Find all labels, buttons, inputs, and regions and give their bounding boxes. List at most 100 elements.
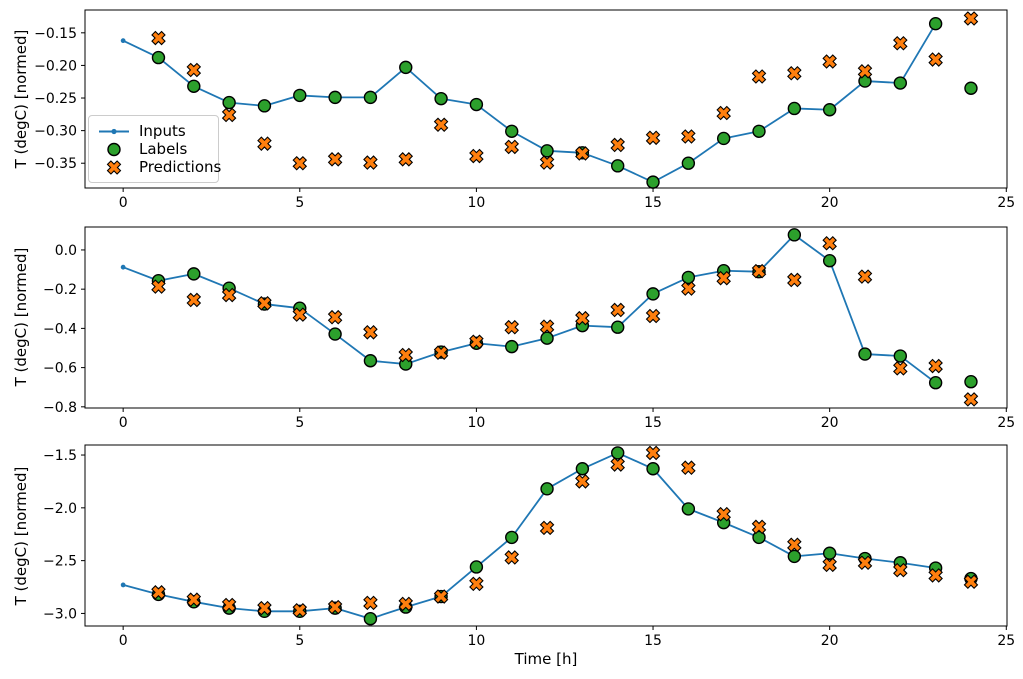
inputs-line — [122, 233, 937, 384]
y-tick-label: −0.15 — [34, 26, 77, 42]
axes-frame — [84, 444, 1008, 627]
label-marker — [611, 320, 625, 334]
prediction-marker — [221, 597, 237, 613]
prediction-marker — [186, 292, 202, 308]
prediction-marker — [787, 65, 802, 81]
prediction-marker — [504, 319, 520, 335]
prediction-marker — [787, 272, 802, 288]
label-marker — [893, 349, 908, 363]
prediction-marker — [963, 11, 979, 26]
input-point — [120, 582, 126, 588]
x-tick-label: 15 — [644, 633, 662, 649]
x-tick-label: 25 — [997, 195, 1015, 211]
prediction-marker — [539, 319, 555, 334]
subplot-bottom: 0 5 10 15 20 25 −1.5 −2.0 −2.5 −3.0 — [43, 444, 1015, 649]
labels-circle-icon — [107, 142, 121, 156]
prediction-marker — [575, 310, 590, 326]
prediction-marker — [857, 555, 873, 571]
x-tick-label: 25 — [997, 415, 1015, 431]
prediction-marker — [716, 270, 731, 286]
x-tick-label: 15 — [644, 415, 662, 431]
prediction-marker — [928, 358, 943, 374]
label-marker — [752, 530, 766, 545]
label-marker — [646, 175, 660, 189]
prediction-marker — [893, 35, 908, 51]
legend-label-inputs: Inputs — [139, 121, 186, 140]
label-marker — [858, 347, 872, 361]
y-tick-label: −0.2 — [43, 282, 77, 298]
label-marker — [505, 530, 519, 545]
prediction-marker — [398, 152, 414, 167]
prediction-marker — [151, 30, 166, 46]
prediction-marker — [327, 152, 343, 167]
x-tick-label: 10 — [467, 195, 485, 211]
y-tick-label: −0.8 — [43, 400, 77, 416]
y-tick-label: −0.4 — [43, 321, 77, 337]
prediction-marker — [857, 64, 873, 79]
prediction-marker — [822, 54, 837, 69]
prediction-marker — [963, 574, 979, 590]
label-marker — [469, 97, 484, 112]
prediction-marker — [751, 69, 767, 84]
prediction-marker — [928, 52, 943, 67]
prediction-marker — [610, 137, 625, 153]
prediction-marker — [681, 460, 696, 475]
prediction-marker — [363, 325, 378, 340]
prediction-marker — [186, 62, 202, 78]
prediction-marker — [645, 445, 661, 461]
prediction-marker — [928, 568, 943, 583]
label-marker — [575, 462, 590, 476]
prediction-marker — [787, 537, 802, 553]
label-marker — [964, 81, 978, 95]
prediction-marker — [433, 589, 449, 604]
prediction-marker — [963, 392, 979, 407]
prediction-marker — [469, 576, 484, 592]
prediction-marker — [186, 592, 202, 607]
label-marker — [222, 95, 236, 110]
prediction-marker — [151, 279, 166, 294]
prediction-marker — [893, 562, 908, 578]
y-tick-label: 0.0 — [55, 243, 77, 259]
label-marker — [151, 50, 166, 65]
inputs-line — [122, 452, 936, 620]
x-tick-label: 5 — [295, 195, 304, 211]
x-tick-label: 20 — [821, 633, 839, 649]
label-marker — [681, 502, 696, 516]
label-marker — [822, 103, 837, 117]
label-marker — [505, 339, 519, 354]
prediction-marker — [681, 281, 696, 296]
x-tick-label: 10 — [467, 415, 485, 431]
y-tick-label: −0.6 — [43, 361, 77, 377]
prediction-marker — [292, 602, 308, 618]
label-marker — [540, 144, 554, 158]
prediction-marker — [257, 296, 272, 311]
subplot-top: 0 5 10 15 20 25 −0.15 −0.20 −0.25 −0.30 −0.35 — [34, 9, 1015, 211]
prediction-marker — [610, 457, 625, 472]
label-marker — [540, 331, 554, 345]
prediction-marker — [363, 155, 378, 170]
x-tick-label: 10 — [467, 633, 485, 649]
prediction-marker — [681, 129, 696, 144]
prediction-marker — [751, 519, 767, 535]
label-marker — [363, 354, 378, 368]
label-marker — [187, 79, 201, 93]
label-marker — [787, 228, 802, 242]
prediction-marker — [716, 105, 731, 121]
prediction-marker — [857, 269, 873, 284]
prediction-marker — [433, 345, 449, 360]
label-marker — [964, 375, 978, 389]
label-marker — [469, 560, 484, 574]
prediction-marker — [610, 302, 625, 318]
prediction-marker — [398, 347, 414, 363]
prediction-marker — [504, 550, 520, 565]
x-tick-label: 20 — [821, 195, 839, 211]
prediction-marker — [327, 309, 343, 325]
input-point — [120, 264, 126, 270]
y-tick-label: −1.5 — [43, 448, 77, 464]
label-marker — [505, 124, 519, 138]
prediction-marker — [363, 595, 378, 611]
prediction-marker — [504, 139, 520, 155]
x-tick-label: 5 — [295, 633, 304, 649]
